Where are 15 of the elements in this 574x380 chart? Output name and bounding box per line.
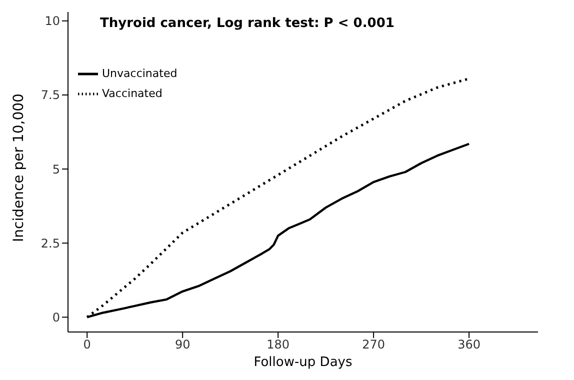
y-tick-label: 10 bbox=[44, 14, 60, 28]
y-tick-label: 0 bbox=[52, 310, 60, 324]
x-axis-title: Follow-up Days bbox=[254, 355, 352, 370]
legend-label: Unvaccinated bbox=[102, 67, 178, 80]
x-tick-label: 180 bbox=[266, 338, 290, 352]
x-tick-label: 270 bbox=[362, 338, 386, 352]
x-tick-label: 360 bbox=[458, 338, 480, 352]
y-tick-label: 2.5 bbox=[40, 236, 60, 250]
x-tick-label: 90 bbox=[174, 338, 190, 352]
y-axis-title: Incidence per 10,000 bbox=[10, 94, 27, 242]
legend-label: Vaccinated bbox=[102, 87, 162, 100]
x-tick-label: 0 bbox=[83, 338, 91, 352]
y-tick-label: 5 bbox=[52, 162, 60, 176]
y-tick-label: 7.5 bbox=[40, 88, 60, 102]
chart-title: Thyroid cancer, Log rank test: P < 0.001 bbox=[100, 16, 394, 31]
